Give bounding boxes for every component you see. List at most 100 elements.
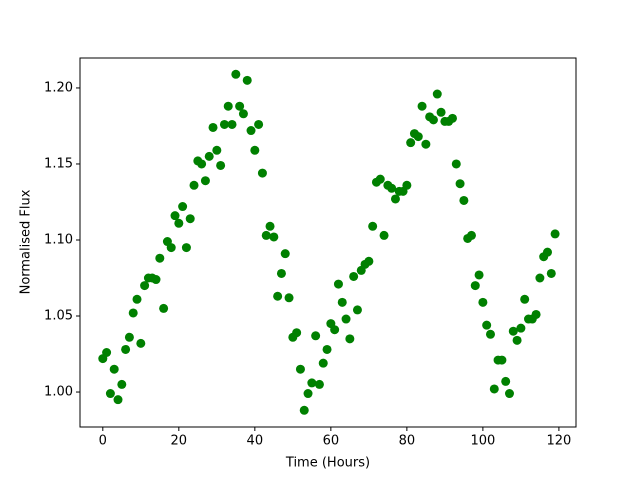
point bbox=[208, 122, 218, 132]
point bbox=[550, 229, 560, 239]
point bbox=[242, 75, 252, 85]
point bbox=[413, 132, 423, 142]
point bbox=[216, 160, 226, 170]
point bbox=[375, 174, 385, 184]
point bbox=[333, 279, 343, 289]
plot-area bbox=[98, 69, 560, 415]
point bbox=[379, 230, 389, 240]
point bbox=[489, 384, 499, 394]
point bbox=[535, 273, 545, 283]
point bbox=[501, 376, 511, 386]
point bbox=[212, 145, 222, 155]
x-tick-label: 20 bbox=[171, 434, 188, 449]
point bbox=[478, 297, 488, 307]
point bbox=[178, 202, 188, 212]
x-axis-label: Time (Hours) bbox=[285, 456, 370, 471]
point bbox=[311, 331, 321, 341]
point bbox=[436, 107, 446, 117]
point bbox=[132, 294, 142, 304]
point bbox=[447, 113, 457, 123]
point bbox=[390, 194, 400, 204]
point bbox=[337, 297, 347, 307]
point bbox=[295, 364, 305, 374]
y-tick-label: 1.15 bbox=[44, 156, 73, 171]
point bbox=[261, 230, 271, 240]
point bbox=[185, 214, 195, 224]
point bbox=[105, 389, 115, 399]
point bbox=[470, 281, 480, 291]
point bbox=[402, 180, 412, 190]
point bbox=[280, 249, 290, 259]
point bbox=[254, 119, 264, 129]
point bbox=[265, 221, 275, 231]
point bbox=[451, 159, 461, 169]
point bbox=[318, 358, 328, 368]
point bbox=[231, 69, 241, 79]
point bbox=[197, 159, 207, 169]
point bbox=[117, 379, 127, 389]
point bbox=[546, 268, 556, 278]
point bbox=[417, 101, 427, 111]
point bbox=[299, 405, 309, 415]
point bbox=[155, 253, 165, 263]
point bbox=[136, 338, 146, 348]
point bbox=[303, 389, 313, 399]
point bbox=[227, 119, 237, 129]
point bbox=[421, 139, 431, 149]
point bbox=[330, 325, 340, 335]
y-tick-label: 1.20 bbox=[44, 80, 73, 95]
point bbox=[276, 268, 286, 278]
x-tick-label: 120 bbox=[546, 434, 571, 449]
point bbox=[238, 109, 248, 119]
point bbox=[159, 303, 169, 313]
point bbox=[140, 281, 150, 291]
point bbox=[223, 101, 233, 111]
point bbox=[474, 270, 484, 280]
point bbox=[432, 89, 442, 99]
point bbox=[455, 179, 465, 189]
point bbox=[322, 344, 332, 354]
point bbox=[314, 379, 324, 389]
y-tick-label: 1.10 bbox=[44, 232, 73, 247]
point bbox=[508, 326, 518, 336]
axes-frame bbox=[79, 57, 577, 428]
point bbox=[269, 232, 279, 242]
point bbox=[497, 355, 507, 365]
point bbox=[352, 305, 362, 315]
point bbox=[235, 101, 245, 111]
point bbox=[151, 275, 161, 285]
y-tick-label: 1.00 bbox=[44, 385, 73, 400]
point bbox=[200, 176, 210, 186]
point bbox=[482, 320, 492, 330]
point bbox=[219, 119, 229, 129]
point bbox=[364, 256, 374, 266]
point bbox=[542, 247, 552, 257]
point bbox=[512, 335, 522, 345]
x-tick-label: 60 bbox=[323, 434, 340, 449]
x-tick-label: 100 bbox=[470, 434, 495, 449]
point bbox=[113, 395, 123, 405]
point bbox=[204, 151, 214, 161]
point bbox=[341, 314, 351, 324]
point bbox=[189, 180, 199, 190]
point bbox=[109, 364, 119, 374]
point bbox=[531, 309, 541, 319]
point bbox=[428, 115, 438, 125]
point bbox=[485, 329, 495, 339]
point bbox=[257, 168, 267, 178]
x-tick-label: 80 bbox=[399, 434, 416, 449]
point bbox=[121, 344, 131, 354]
y-axis-label: Normalised Flux bbox=[19, 189, 34, 294]
point bbox=[368, 221, 378, 231]
point bbox=[504, 389, 514, 399]
point bbox=[273, 291, 283, 301]
point bbox=[520, 294, 530, 304]
point bbox=[284, 293, 294, 303]
point bbox=[466, 230, 476, 240]
point bbox=[345, 334, 355, 344]
point bbox=[387, 183, 397, 193]
point bbox=[349, 271, 359, 281]
point bbox=[102, 348, 112, 358]
point bbox=[459, 195, 469, 205]
